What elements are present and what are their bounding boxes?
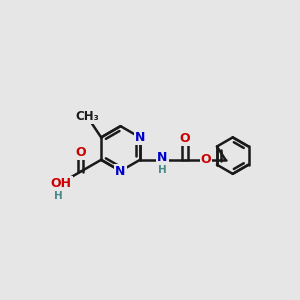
Text: O: O — [201, 153, 211, 166]
Text: H: H — [158, 166, 167, 176]
Text: N: N — [157, 151, 168, 164]
Text: O: O — [75, 146, 86, 159]
Text: N: N — [116, 164, 126, 178]
Text: CH₃: CH₃ — [75, 110, 99, 123]
Text: H: H — [54, 191, 63, 201]
Text: N: N — [135, 131, 145, 144]
Text: O: O — [179, 132, 190, 145]
Text: OH: OH — [51, 177, 72, 190]
